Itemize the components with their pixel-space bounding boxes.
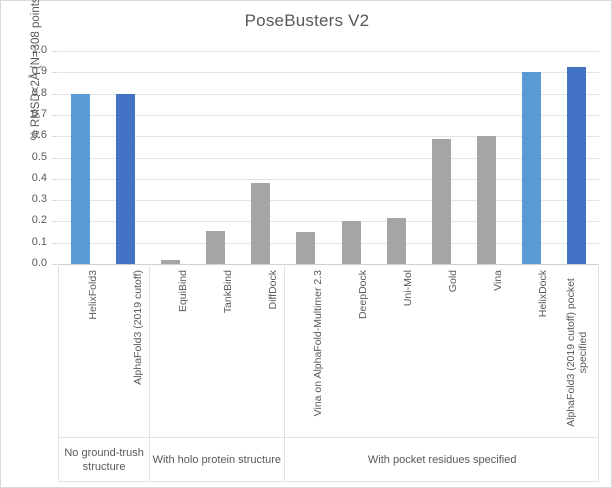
y-axis-tick-mark — [52, 114, 57, 116]
category-label-cell: DiffDock — [239, 266, 284, 438]
category-label: HelixFold3 — [86, 270, 99, 320]
category-label-cell: Gold — [420, 266, 465, 438]
category-label: DeepDock — [357, 270, 370, 320]
category-label-cell: Vina on AlphaFold-Multimer 2.3 — [284, 266, 329, 438]
category-label-cell: AlphaFold3 (2019 cutoff) pocket specifie… — [555, 266, 600, 438]
y-axis-tick-mark — [52, 93, 57, 95]
category-label: Vina — [492, 270, 505, 291]
bar — [386, 218, 406, 264]
bar — [206, 231, 226, 264]
gridline — [58, 136, 599, 138]
category-label: HelixDock — [537, 270, 550, 318]
bar — [431, 139, 451, 264]
y-axis-tick-label: 0.1 — [31, 235, 47, 248]
category-label: TankBind — [221, 270, 234, 314]
gridline — [58, 221, 599, 223]
gridline — [58, 200, 599, 202]
gridline — [58, 114, 599, 116]
bar — [116, 93, 136, 264]
category-label-cell: Vina — [465, 266, 510, 438]
x-axis-line — [58, 264, 599, 265]
bar — [521, 72, 541, 264]
category-label: EquiBind — [176, 270, 189, 313]
gridline — [58, 242, 599, 244]
gridline — [58, 51, 599, 52]
y-axis-tick-label: 0.5 — [31, 150, 47, 163]
gridline — [58, 72, 599, 74]
gridline — [58, 178, 599, 180]
y-axis-tick-label: 0.8 — [31, 86, 47, 99]
category-label-cell: HelixFold3 — [59, 266, 104, 438]
bar — [161, 259, 181, 264]
y-axis-tick-label: 0.6 — [31, 129, 47, 142]
category-label: Uni-Mol — [402, 270, 415, 307]
y-axis-tick-label: 0.2 — [31, 214, 47, 227]
y-axis-tick-label: 0.0 — [31, 257, 47, 269]
y-axis-tick-mark — [52, 72, 57, 74]
y-axis-tick-label: 0.3 — [31, 193, 47, 206]
category-label-cell: EquiBind — [149, 266, 194, 438]
y-axis-tick-mark — [52, 200, 57, 202]
y-axis-tick-mark — [52, 178, 57, 180]
category-label: Vina on AlphaFold-Multimer 2.3 — [311, 270, 324, 417]
category-label-cell: HelixDock — [510, 266, 555, 438]
category-label: Gold — [447, 270, 460, 293]
category-label: AlphaFold3 (2019 cutoff) pocket specifie… — [565, 278, 590, 427]
bar — [566, 66, 586, 264]
y-axis-tick-mark — [52, 242, 57, 244]
gridline — [58, 93, 599, 95]
y-axis-tick-mark — [52, 51, 57, 52]
y-axis-tick-mark — [52, 136, 57, 138]
category-label-cell: DeepDock — [330, 266, 375, 438]
category-label: AlphaFold3 (2019 cutoff) — [131, 270, 144, 385]
bar — [71, 93, 91, 264]
group-label: No ground-trush structure — [64, 447, 144, 473]
y-axis-tick-label: 0.7 — [31, 107, 47, 120]
y-axis-tick-label: 0.9 — [31, 65, 47, 78]
group-separator — [284, 266, 286, 438]
group-separator — [284, 438, 286, 482]
bar — [341, 221, 361, 264]
bar — [251, 183, 271, 264]
gridline — [58, 157, 599, 159]
category-label-cell: TankBind — [194, 266, 239, 438]
group-label: With pocket residues specified — [367, 454, 517, 466]
bar — [476, 136, 496, 264]
y-axis-tick-mark — [52, 157, 57, 159]
y-axis-tick-label: 1.0 — [31, 44, 47, 56]
group-label: With holo protein structure — [152, 454, 281, 466]
y-axis-tick-mark — [52, 264, 57, 265]
group-separator — [149, 438, 151, 482]
category-label-cell: Uni-Mol — [375, 266, 420, 438]
bar — [296, 232, 316, 264]
chart-title: PoseBusters V2 — [244, 11, 370, 30]
y-axis-tick-mark — [52, 221, 57, 223]
group-label-band: No ground-trush structure With holo prote… — [58, 438, 599, 482]
group-separator — [149, 266, 151, 438]
plot-area — [58, 51, 599, 265]
category-label: DiffDock — [266, 270, 279, 310]
y-axis-tick-label: 0.4 — [31, 171, 47, 184]
category-label-cell: AlphaFold3 (2019 cutoff) — [104, 266, 149, 438]
category-label-band: HelixFold3 AlphaFold3 (2019 cutoff) EquiBi… — [58, 266, 599, 438]
